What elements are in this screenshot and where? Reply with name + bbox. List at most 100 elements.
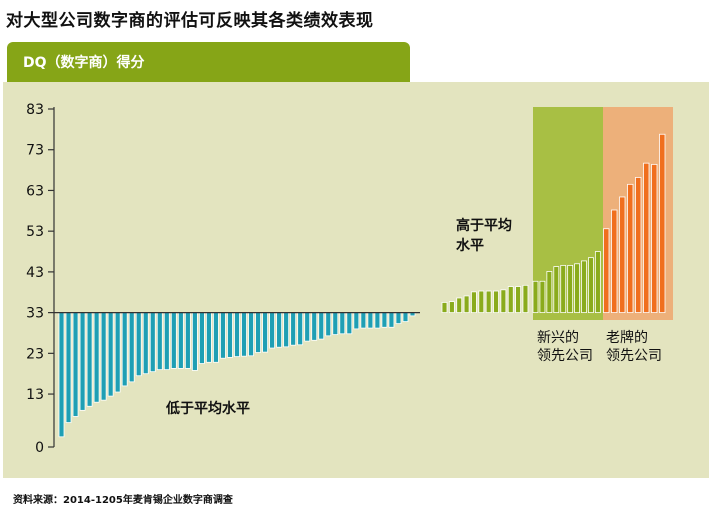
bar-group1-4: [79, 312, 86, 411]
bar-group1-36: [304, 312, 311, 342]
bar-group1-37: [311, 312, 318, 341]
bar-group1-12: [135, 312, 142, 377]
bar-group1-23: [213, 312, 219, 363]
bar-group1-50: [402, 312, 409, 322]
bar-group1-7: [100, 312, 107, 401]
bar-group1-41: [339, 312, 346, 335]
annotation-emerging-line1: 新兴的: [537, 330, 579, 346]
bar-group1-14: [149, 312, 156, 373]
bar-group1-29: [255, 312, 261, 353]
bar-group1-20: [191, 312, 198, 371]
annotation-established-line1: 老牌的: [606, 329, 648, 346]
bar-group1-6: [93, 312, 100, 403]
y-tick-label-0: 0: [35, 440, 44, 456]
bar-group1-27: [241, 312, 247, 357]
bar-group1-8: [107, 312, 114, 397]
y-tick-label-83: 83: [26, 102, 44, 118]
section-header-label: DQ（数字商）得分: [23, 55, 145, 71]
bar-group1-16: [163, 312, 170, 371]
bar-group1-10: [121, 312, 128, 387]
bar-group1-18: [177, 312, 184, 369]
bar-group1-34: [290, 312, 297, 346]
bar-group1-46: [374, 312, 381, 329]
annotation-established-line2: 领先公司: [606, 348, 662, 364]
bar-group1-24: [220, 312, 226, 359]
bars: [58, 133, 666, 438]
bar-group2-9: [500, 289, 507, 314]
annotations: 低于平均水平 高于平均 水平 新兴的 领先公司 老牌的 领先公司: [165, 217, 662, 417]
bar-group1-42: [346, 312, 353, 335]
bar-group1-25: [227, 312, 233, 358]
bar-group3-8: [581, 260, 587, 314]
bar-group3-2: [539, 280, 546, 314]
bar-group2-7: [485, 290, 492, 314]
bar-group1-9: [114, 312, 121, 393]
bar-group1-45: [367, 312, 374, 329]
bar-group3-1: [532, 280, 539, 314]
y-tick-label-13: 13: [26, 387, 44, 403]
bar-group3-7: [574, 263, 580, 314]
bar-group1-38: [318, 312, 325, 340]
source-note: 资料来源：2014-1205年麦肯锡企业数字商调查: [13, 495, 233, 506]
bar-group1-17: [170, 312, 177, 369]
y-tick-label-73: 73: [26, 143, 44, 159]
annotation-above-average-line1: 高于平均: [456, 217, 512, 234]
bar-group1-47: [381, 312, 388, 328]
bar-group3-3: [546, 271, 553, 314]
bar-group1-19: [184, 312, 191, 369]
bar-group1-39: [325, 312, 332, 337]
bar-group1-31: [269, 312, 276, 349]
bar-group2-11: [515, 286, 521, 314]
bar-group1-26: [234, 312, 240, 357]
bar-group4-4: [627, 183, 634, 314]
bar-group1-11: [128, 312, 135, 383]
bar-group4-1: [603, 228, 610, 314]
section-header: DQ（数字商）得分: [7, 42, 410, 82]
bar-group4-6: [643, 162, 650, 314]
bar-group2-4: [463, 295, 470, 314]
annotation-emerging-line2: 领先公司: [537, 348, 593, 364]
bar-group4-2: [611, 209, 618, 314]
y-axis: 0 13 23 33 43 53 63 73 83: [26, 102, 420, 456]
bar-group1-3: [72, 312, 79, 417]
chart-title: 对大型公司数字商的评估可反映其各类绩效表现: [6, 11, 374, 31]
bar-group1-33: [283, 312, 290, 348]
bar-group1-21: [198, 312, 205, 364]
bar-group1-28: [248, 312, 254, 357]
bar-group3-10: [594, 251, 601, 314]
bar-group1-22: [206, 312, 212, 363]
bar-group1-44: [360, 312, 367, 329]
bar-group1-40: [332, 312, 339, 335]
bar-group1-1: [58, 312, 65, 438]
bar-group1-15: [156, 312, 163, 371]
bar-group1-5: [86, 312, 93, 407]
bar-group2-6: [478, 290, 485, 314]
bar-group4-3: [619, 196, 626, 314]
bar-group1-2: [65, 312, 72, 423]
bar-group3-6: [567, 264, 574, 314]
y-tick-label-43: 43: [26, 265, 44, 281]
bar-group3-4: [553, 266, 560, 314]
bar-group2-5: [471, 291, 477, 314]
bar-group3-9: [588, 257, 594, 314]
bar-group2-8: [493, 290, 499, 314]
bar-group1-13: [142, 312, 149, 375]
bar-group2-1: [441, 302, 448, 314]
bar-group1-35: [297, 312, 304, 346]
bar-group4-8: [659, 133, 666, 314]
bar-group1-43: [353, 312, 360, 330]
y-tick-label-53: 53: [26, 224, 44, 240]
bar-group4-5: [635, 177, 642, 314]
bar-group4-7: [651, 163, 658, 314]
bar-group2-2: [448, 301, 455, 314]
bar-group3-5: [560, 264, 567, 314]
annotation-above-average-line2: 水平: [456, 237, 484, 254]
bar-group2-10: [507, 286, 514, 314]
bar-group1-32: [276, 312, 283, 348]
annotation-below-average: 低于平均水平: [165, 400, 250, 417]
y-tick-label-63: 63: [26, 183, 44, 199]
bar-group2-3: [456, 297, 463, 314]
bar-group1-48: [388, 312, 395, 328]
bar-group1-30: [262, 312, 268, 353]
